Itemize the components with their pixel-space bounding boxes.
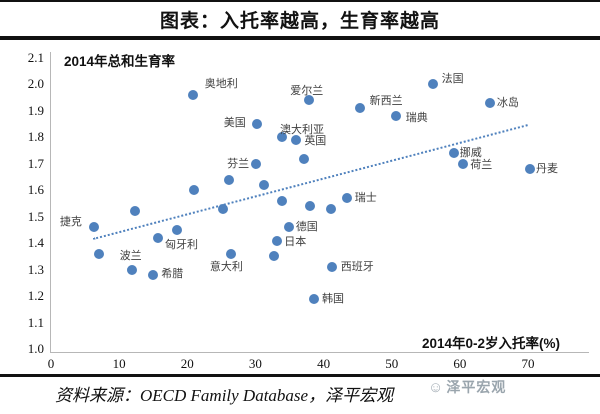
data-point bbox=[88, 222, 99, 233]
data-point bbox=[189, 185, 200, 196]
data-point bbox=[268, 251, 279, 262]
point-label: 新西兰 bbox=[369, 95, 403, 108]
point-label: 波兰 bbox=[119, 249, 142, 262]
data-point bbox=[225, 248, 236, 259]
data-point bbox=[277, 195, 287, 206]
point-label: 意大利 bbox=[209, 260, 243, 273]
data-point bbox=[127, 264, 138, 275]
data-point bbox=[172, 224, 183, 235]
point-label: 澳大利亚 bbox=[280, 124, 324, 137]
x-axis-line bbox=[50, 352, 589, 353]
data-point bbox=[484, 97, 495, 108]
data-point bbox=[152, 232, 163, 243]
data-point bbox=[427, 79, 438, 90]
data-point bbox=[223, 174, 234, 185]
point-label: 挪威 bbox=[459, 147, 482, 160]
point-label: 法国 bbox=[441, 73, 464, 86]
data-point bbox=[277, 132, 287, 143]
data-point bbox=[448, 148, 459, 159]
y-tick-label: 1.0 bbox=[27, 341, 44, 356]
x-tick-label: 50 bbox=[385, 356, 399, 371]
x-tick-label: 0 bbox=[47, 356, 55, 371]
x-tick-label: 70 bbox=[521, 356, 535, 371]
y-tick-label: 1.1 bbox=[27, 314, 44, 330]
point-label: 荷兰 bbox=[470, 158, 493, 171]
title-divider bbox=[0, 36, 600, 40]
top-rule bbox=[0, 0, 600, 2]
data-point bbox=[304, 95, 315, 106]
data-point bbox=[283, 222, 294, 233]
data-point bbox=[341, 193, 352, 204]
x-tick-label: 20 bbox=[180, 356, 194, 371]
brand-watermark: ☺ 泽平宏观 bbox=[428, 377, 506, 397]
x-tick-label: 40 bbox=[317, 356, 331, 371]
data-point bbox=[309, 293, 320, 304]
data-point bbox=[259, 179, 270, 190]
point-label: 德国 bbox=[295, 221, 318, 234]
point-label: 瑞士 bbox=[354, 192, 377, 205]
data-point bbox=[326, 261, 337, 272]
data-point bbox=[525, 164, 536, 175]
source-note: 资料来源：OECD Family Database，泽平宏观 bbox=[55, 386, 394, 405]
brand-watermark-text: 泽平宏观 bbox=[446, 379, 507, 395]
point-label: 韩国 bbox=[322, 292, 345, 305]
x-tick-label: 10 bbox=[112, 356, 126, 371]
data-point bbox=[129, 206, 140, 217]
y-tick-label: 1.6 bbox=[27, 182, 44, 198]
point-label: 瑞典 bbox=[405, 112, 428, 125]
smiley-logo-icon: ☺ bbox=[428, 378, 444, 396]
y-axis-line bbox=[50, 52, 51, 352]
x-tick-label: 30 bbox=[248, 356, 262, 371]
point-label: 英国 bbox=[304, 135, 327, 147]
data-point bbox=[251, 119, 262, 130]
point-label: 奥地利 bbox=[204, 78, 238, 91]
y-tick-label: 1.7 bbox=[27, 155, 44, 171]
y-tick-label: 1.9 bbox=[27, 102, 44, 118]
data-point bbox=[354, 103, 365, 114]
data-point bbox=[187, 90, 198, 101]
y-tick-label: 1.3 bbox=[27, 261, 44, 277]
data-point bbox=[298, 153, 309, 164]
footer-divider bbox=[0, 374, 600, 377]
data-point bbox=[272, 235, 283, 246]
point-label: 希腊 bbox=[161, 267, 184, 280]
point-label: 匈牙利 bbox=[164, 238, 198, 251]
y-tick-label: 2.0 bbox=[27, 76, 44, 92]
y-tick-label: 1.8 bbox=[27, 129, 44, 145]
data-point bbox=[458, 158, 469, 169]
y-tick-label: 1.5 bbox=[27, 208, 44, 224]
data-point bbox=[217, 203, 228, 214]
data-point bbox=[93, 248, 104, 259]
y-axis-title: 2014年总和生育率 bbox=[64, 54, 176, 69]
data-point bbox=[304, 201, 315, 212]
data-point bbox=[251, 158, 262, 169]
x-axis-title: 2014年0-2岁入托率(%) bbox=[421, 336, 560, 351]
point-label: 美国 bbox=[223, 117, 246, 130]
point-label: 芬兰 bbox=[227, 157, 250, 170]
y-tick-label: 2.1 bbox=[27, 50, 44, 65]
data-point bbox=[390, 111, 401, 122]
x-tick-label: 60 bbox=[453, 356, 467, 371]
point-label: 爱尔兰 bbox=[290, 85, 324, 98]
point-label: 捷克 bbox=[59, 216, 82, 229]
point-label: 丹麦 bbox=[536, 163, 559, 176]
data-point bbox=[326, 203, 337, 214]
data-point bbox=[148, 269, 159, 280]
page-title: 图表：入托率越高，生育率越高 bbox=[159, 11, 440, 32]
data-point bbox=[291, 135, 302, 145]
point-label: 日本 bbox=[284, 235, 307, 248]
point-label: 冰岛 bbox=[496, 96, 519, 109]
point-label: 西班牙 bbox=[340, 260, 374, 273]
y-tick-label: 1.4 bbox=[27, 235, 44, 251]
y-tick-label: 1.2 bbox=[27, 288, 44, 304]
